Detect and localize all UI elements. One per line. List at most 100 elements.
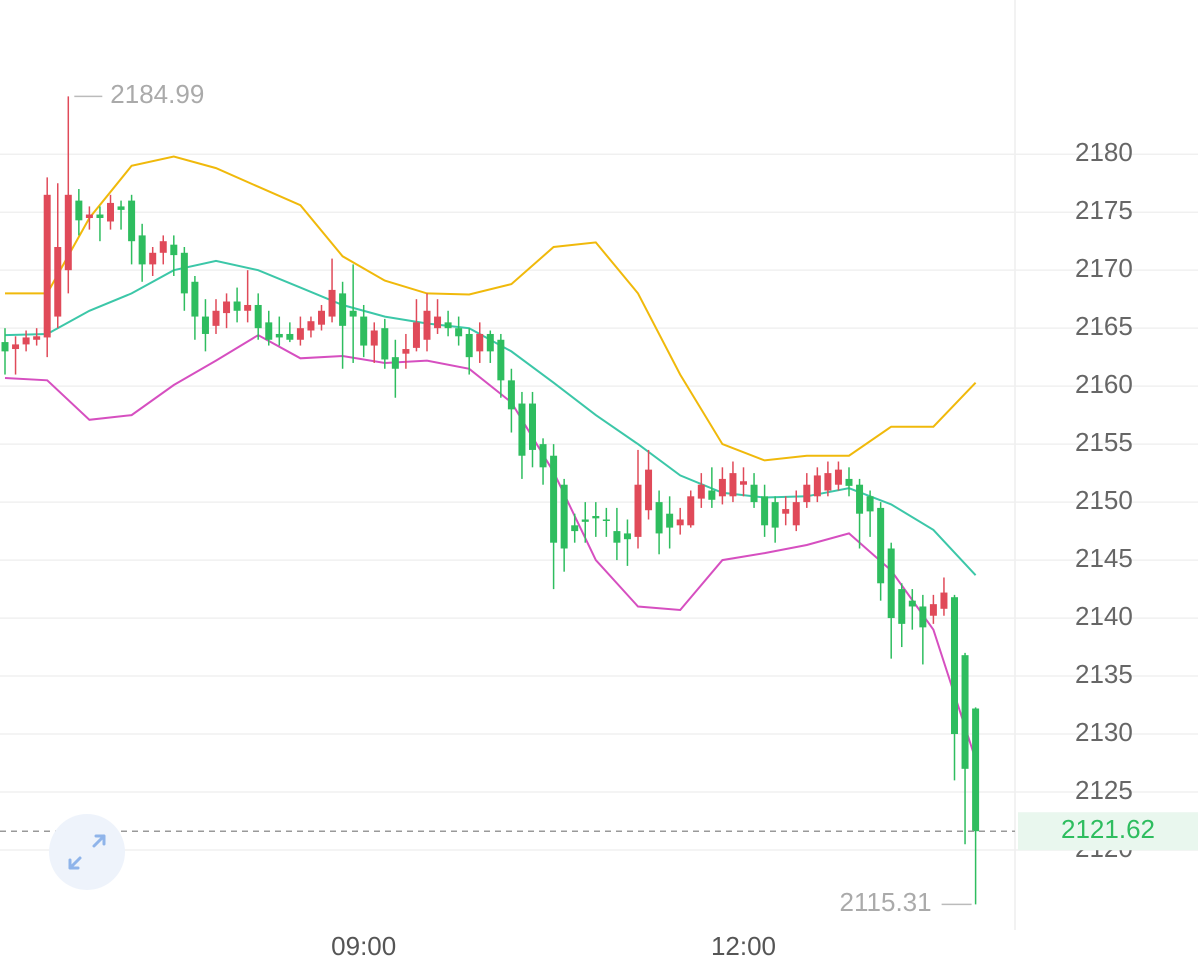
candles xyxy=(1,96,980,905)
candle-body xyxy=(951,597,958,735)
candle-body xyxy=(275,333,283,338)
last-price-label: 2121.62 xyxy=(1061,814,1155,844)
candle-body xyxy=(360,316,368,346)
candle-body xyxy=(856,484,864,514)
candle-body xyxy=(507,380,515,410)
grid xyxy=(0,153,1198,851)
candle-body xyxy=(296,328,304,340)
y-tick-label: 2160 xyxy=(1075,369,1133,399)
candle-body xyxy=(740,481,747,485)
candle-body xyxy=(571,525,579,532)
candle-body xyxy=(43,194,51,338)
candle-body xyxy=(117,206,125,210)
candle-body xyxy=(191,281,199,317)
candle-body xyxy=(697,484,705,499)
min-label: 2115.31 xyxy=(840,887,932,917)
candle-body xyxy=(381,328,389,360)
candle-body xyxy=(1,342,9,352)
candle-body xyxy=(824,473,832,491)
candle-body xyxy=(339,293,347,326)
candle-body xyxy=(254,304,262,329)
candle-body xyxy=(676,519,684,526)
y-tick-label: 2175 xyxy=(1075,195,1133,225)
bands xyxy=(4,155,977,760)
candle-body xyxy=(518,403,526,456)
candle-body xyxy=(434,316,442,329)
candle-body xyxy=(180,252,188,294)
candle-body xyxy=(201,316,209,334)
y-tick-label: 2150 xyxy=(1075,485,1133,515)
candle-body xyxy=(391,357,399,369)
y-tick-label: 2155 xyxy=(1075,427,1133,457)
candle-body xyxy=(708,490,716,500)
candle-body xyxy=(497,339,505,381)
candle-body xyxy=(265,322,273,340)
candle-body xyxy=(940,592,948,609)
candle-body xyxy=(592,516,600,519)
candle-body xyxy=(877,507,885,584)
candle-body xyxy=(687,496,695,526)
candle-body xyxy=(750,484,758,503)
candle-body xyxy=(328,289,336,317)
candle-body xyxy=(412,322,420,348)
candle-body xyxy=(476,333,484,352)
candle-body xyxy=(286,333,294,340)
candle-body xyxy=(866,496,874,512)
candle-body xyxy=(655,502,663,534)
candle-body xyxy=(813,475,821,497)
candle-body xyxy=(12,344,20,350)
expand-button[interactable] xyxy=(49,814,125,890)
candle-body xyxy=(75,200,83,221)
candle-body xyxy=(845,478,853,486)
candle-body xyxy=(792,502,800,526)
candle-body xyxy=(54,246,62,317)
candle-body xyxy=(834,469,842,485)
last-price-box xyxy=(1018,812,1198,851)
y-tick-label: 2170 xyxy=(1075,253,1133,283)
candle-body xyxy=(170,244,178,256)
max-label: 2184.99 xyxy=(110,79,204,109)
candle-body xyxy=(645,469,653,511)
candle-body xyxy=(85,214,93,219)
candle-body xyxy=(929,604,937,616)
candle-body xyxy=(444,322,452,329)
candle-body xyxy=(803,484,811,503)
candle-body xyxy=(318,310,325,325)
candle-body xyxy=(539,444,547,468)
x-tick-label: 09:00 xyxy=(331,931,396,961)
band-line xyxy=(4,259,977,576)
candle-body xyxy=(666,513,674,528)
candle-body xyxy=(138,235,146,265)
candle-body xyxy=(623,533,631,540)
candle-body xyxy=(887,548,895,619)
band-line xyxy=(4,333,977,760)
candle-body xyxy=(455,328,463,337)
labels: 2120212521302135214021452150215521602165… xyxy=(0,79,1198,961)
y-tick-label: 2130 xyxy=(1075,717,1133,747)
x-tick-label: 12:00 xyxy=(711,931,776,961)
candle-body xyxy=(972,708,980,832)
y-tick-label: 2145 xyxy=(1075,543,1133,573)
candle-body xyxy=(128,200,136,242)
candle-body xyxy=(149,252,157,265)
candle-body xyxy=(370,330,378,346)
candle-body xyxy=(486,333,494,352)
y-tick-label: 2135 xyxy=(1075,659,1133,689)
candle-body xyxy=(771,502,779,528)
candle-body xyxy=(233,301,241,311)
y-tick-label: 2180 xyxy=(1075,137,1133,167)
candle-body xyxy=(634,484,642,537)
candle-body xyxy=(961,655,969,769)
candle-body xyxy=(908,600,916,607)
candle-body xyxy=(349,310,357,317)
candle-body xyxy=(244,304,252,311)
candle-body xyxy=(898,589,906,624)
candle-body xyxy=(581,519,589,522)
candle-body xyxy=(402,349,410,354)
y-tick-label: 2140 xyxy=(1075,601,1133,631)
y-tick-label: 2125 xyxy=(1075,775,1133,805)
candle-body xyxy=(223,301,231,314)
candle-body xyxy=(96,214,104,219)
